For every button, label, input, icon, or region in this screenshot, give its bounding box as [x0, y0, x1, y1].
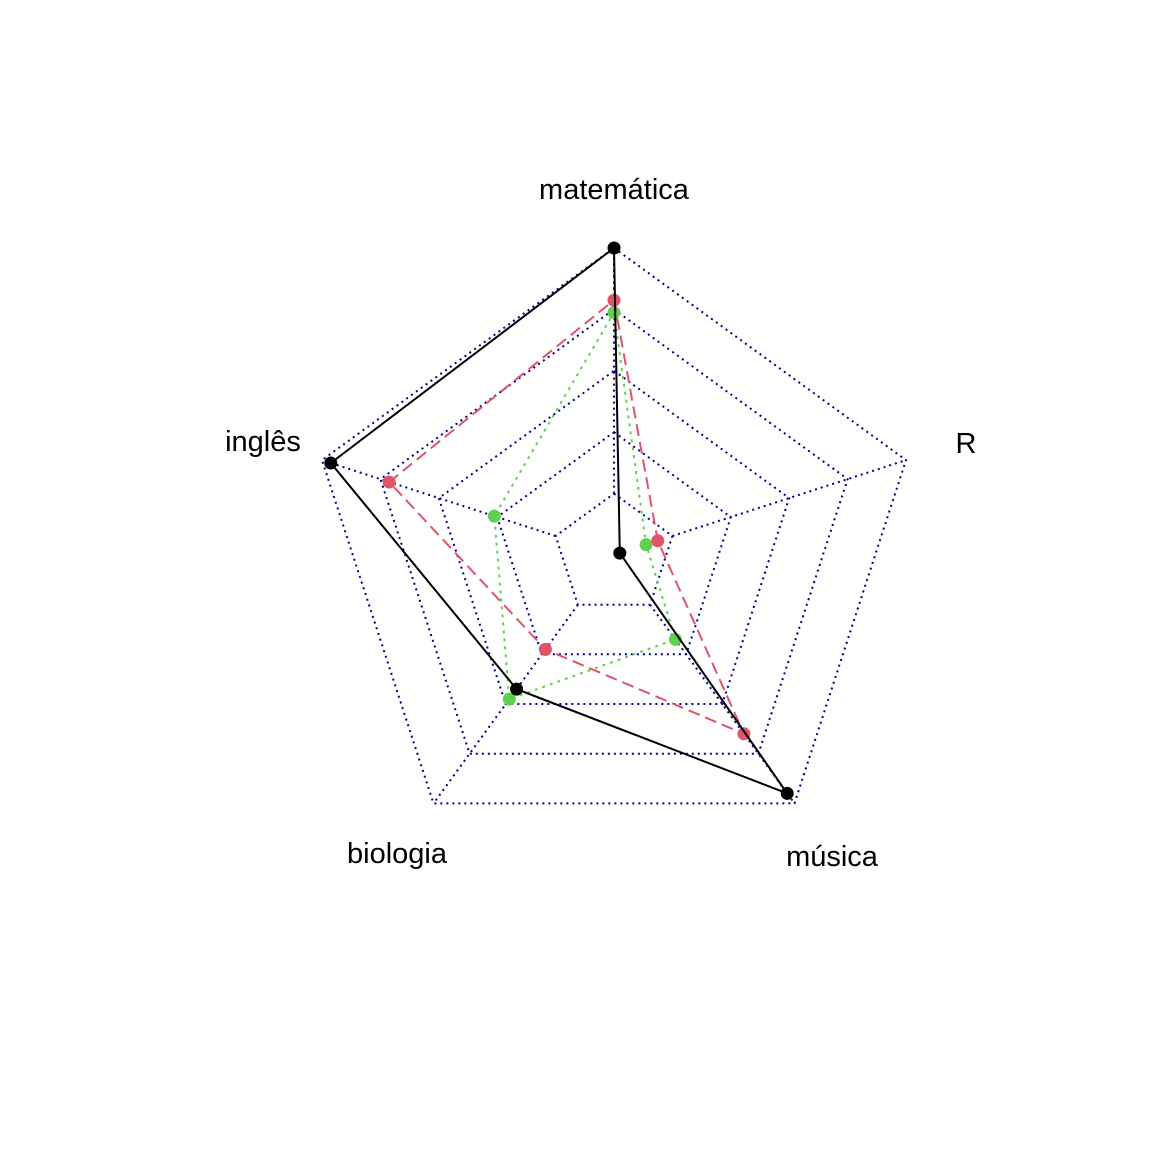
series-2-point [651, 534, 665, 548]
axis-label-matematica: matemática [539, 174, 690, 206]
grid-ring [320, 246, 908, 805]
series-1-point [607, 241, 621, 255]
series-2-point [382, 475, 396, 489]
series-2-line [387, 298, 746, 736]
axis-label-musica: música [786, 841, 879, 873]
series-1-point [613, 546, 627, 560]
axis-spoke [672, 459, 907, 537]
axis-labels: matemática R música biologia inglês [225, 174, 976, 873]
axis-spoke [432, 604, 579, 804]
axis-label-ingles: inglês [225, 426, 301, 458]
series-3-line [493, 309, 677, 701]
series-1-point [510, 682, 524, 696]
series-3-point [607, 306, 621, 319]
series-1-point [324, 456, 338, 470]
grid-ring [554, 492, 674, 606]
axis-label-r: R [956, 428, 977, 460]
series-3 [487, 306, 682, 706]
grid-ring [496, 430, 732, 656]
series-1-point [780, 786, 794, 800]
series-3-point [487, 509, 501, 523]
series-1 [324, 241, 794, 800]
grid-ring [379, 308, 849, 755]
grid-layer [320, 246, 908, 805]
series-1-line [329, 246, 790, 796]
series-2 [382, 293, 751, 741]
series-2-point [538, 642, 552, 656]
axis-spoke [321, 459, 556, 537]
series-layer [324, 241, 794, 800]
axis-label-biologia: biologia [347, 838, 448, 870]
series-3-point [639, 538, 653, 552]
series-3-point [502, 692, 516, 706]
grid-ring [437, 369, 791, 705]
